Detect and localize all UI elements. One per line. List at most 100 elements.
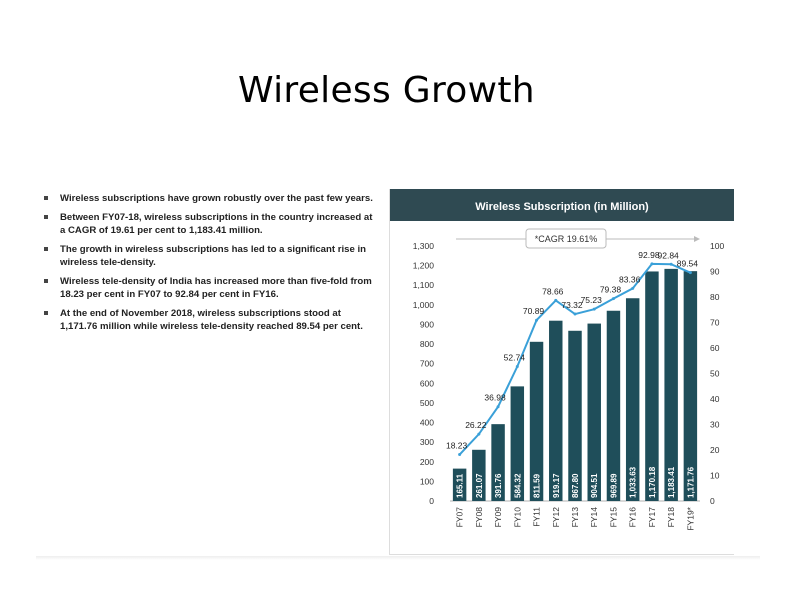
bullet-item: At the end of November 2018, wireless su… — [44, 307, 378, 333]
x-tick-label: FY14 — [589, 507, 599, 528]
left-tick-label: 700 — [420, 359, 434, 369]
bar-FY10 — [510, 386, 525, 501]
bar-value-label: 165.11 — [456, 473, 465, 498]
bar-value-label: 867.80 — [571, 473, 580, 498]
bar-value-label: 969.89 — [609, 473, 618, 498]
left-tick-label: 600 — [420, 378, 434, 388]
line-value-label: 70.89 — [523, 306, 545, 316]
bar-FY19 — [683, 271, 698, 501]
bullet-text: Wireless tele-density of India has incre… — [60, 276, 372, 300]
bullet-text: The growth in wireless subscriptions has… — [60, 244, 366, 268]
x-tick-label: FY13 — [570, 507, 580, 528]
line-value-label: 83.36 — [619, 274, 641, 284]
x-tick-label: FY16 — [628, 507, 638, 528]
right-tick-label: 90 — [710, 267, 720, 277]
teledensity-point — [535, 318, 539, 322]
right-tick-label: 40 — [710, 394, 720, 404]
bullet-dot — [44, 311, 48, 315]
bullet-text: At the end of November 2018, wireless su… — [60, 308, 363, 332]
x-tick-label: FY19* — [685, 506, 695, 530]
left-tick-label: 300 — [420, 437, 434, 447]
right-tick-label: 100 — [710, 241, 724, 251]
teledensity-point — [458, 453, 462, 457]
right-tick-label: 50 — [710, 369, 720, 379]
right-tick-label: 70 — [710, 318, 720, 328]
line-value-label: 92.84 — [658, 250, 680, 260]
bar-FY16 — [625, 298, 640, 501]
left-tick-label: 1,200 — [413, 261, 435, 271]
bullet-item: Between FY07-18, wireless subscriptions … — [44, 211, 378, 237]
teledensity-point — [688, 271, 692, 275]
chart-title: Wireless Subscription (in Million) — [475, 201, 649, 213]
cagr-annotation: *CAGR 19.61% — [535, 234, 598, 244]
bullet-text: Between FY07-18, wireless subscriptions … — [60, 212, 373, 236]
x-tick-label: FY08 — [474, 507, 484, 528]
slide-shadow — [36, 556, 760, 560]
teledensity-point — [631, 286, 635, 290]
line-value-label: 52.74 — [504, 353, 526, 363]
bullet-item: Wireless subscriptions have grown robust… — [44, 192, 378, 205]
x-tick-label: FY09 — [493, 507, 503, 528]
bar-value-label: 919.17 — [552, 473, 561, 498]
teledensity-point — [592, 307, 596, 311]
left-tick-label: 1,300 — [413, 241, 435, 251]
bullet-list: Wireless subscriptions have grown robust… — [44, 192, 378, 339]
left-tick-label: 1,100 — [413, 280, 435, 290]
line-value-label: 26.22 — [465, 420, 487, 430]
left-tick-label: 500 — [420, 398, 434, 408]
bar-value-label: 1,171.76 — [686, 466, 695, 498]
slide-title: Wireless Growth — [238, 70, 535, 111]
bar-value-label: 391.76 — [494, 473, 503, 498]
left-tick-label: 400 — [420, 418, 434, 428]
right-tick-label: 80 — [710, 292, 720, 302]
right-tick-label: 20 — [710, 445, 720, 455]
teledensity-point — [554, 298, 558, 302]
cagr-arrow-head — [694, 236, 700, 242]
right-tick-label: 10 — [710, 471, 720, 481]
left-tick-label: 1,000 — [413, 300, 435, 310]
right-tick-label: 0 — [710, 496, 715, 506]
bullet-dot — [44, 196, 48, 200]
teledensity-point — [477, 432, 481, 436]
bar-FY14 — [587, 323, 601, 501]
left-tick-label: 100 — [420, 476, 434, 486]
left-tick-label: 800 — [420, 339, 434, 349]
x-tick-label: FY10 — [512, 507, 522, 528]
line-value-label: 73.32 — [561, 300, 583, 310]
line-value-label: 18.23 — [446, 441, 468, 451]
line-value-label: 36.98 — [484, 393, 506, 403]
bar-FY08 — [472, 449, 486, 501]
bar-FY09 — [491, 424, 505, 501]
bullet-item: Wireless tele-density of India has incre… — [44, 275, 378, 301]
bar-FY12 — [549, 320, 563, 501]
bullet-text: Wireless subscriptions have grown robust… — [60, 193, 373, 204]
bar-value-label: 261.07 — [475, 473, 484, 498]
x-tick-label: FY17 — [647, 507, 657, 528]
bar-FY15 — [606, 310, 621, 501]
bar-value-label: 1,183.41 — [667, 466, 676, 498]
x-tick-label: FY11 — [532, 507, 542, 527]
bar-value-label: 584.32 — [513, 473, 522, 498]
teledensity-point — [611, 297, 615, 301]
bar-FY13 — [568, 330, 582, 501]
right-tick-label: 30 — [710, 420, 720, 430]
x-tick-label: FY12 — [551, 507, 561, 528]
line-value-label: 78.66 — [542, 286, 564, 296]
bar-FY07 — [452, 468, 467, 501]
wireless-subscription-chart: Wireless Subscription (in Million) 01002… — [390, 189, 734, 531]
line-value-label: 92.98 — [638, 250, 660, 260]
teledensity-point — [496, 405, 500, 409]
left-tick-label: 0 — [429, 496, 434, 506]
x-tick-label: FY07 — [455, 507, 465, 528]
chart-header — [390, 189, 734, 221]
x-tick-label: FY15 — [608, 507, 618, 528]
chart-panel: Wireless Subscription (in Million) 0 100 2… — [389, 189, 734, 555]
left-tick-label: 200 — [420, 457, 434, 467]
bullet-dot — [44, 215, 48, 219]
left-tick-label: 900 — [420, 319, 434, 329]
line-value-label: 89.54 — [677, 259, 699, 269]
line-value-label: 79.38 — [600, 285, 622, 295]
bar-FY17 — [645, 271, 659, 501]
bar-value-label: 1,170.18 — [648, 466, 657, 498]
teledensity-point — [573, 312, 577, 316]
